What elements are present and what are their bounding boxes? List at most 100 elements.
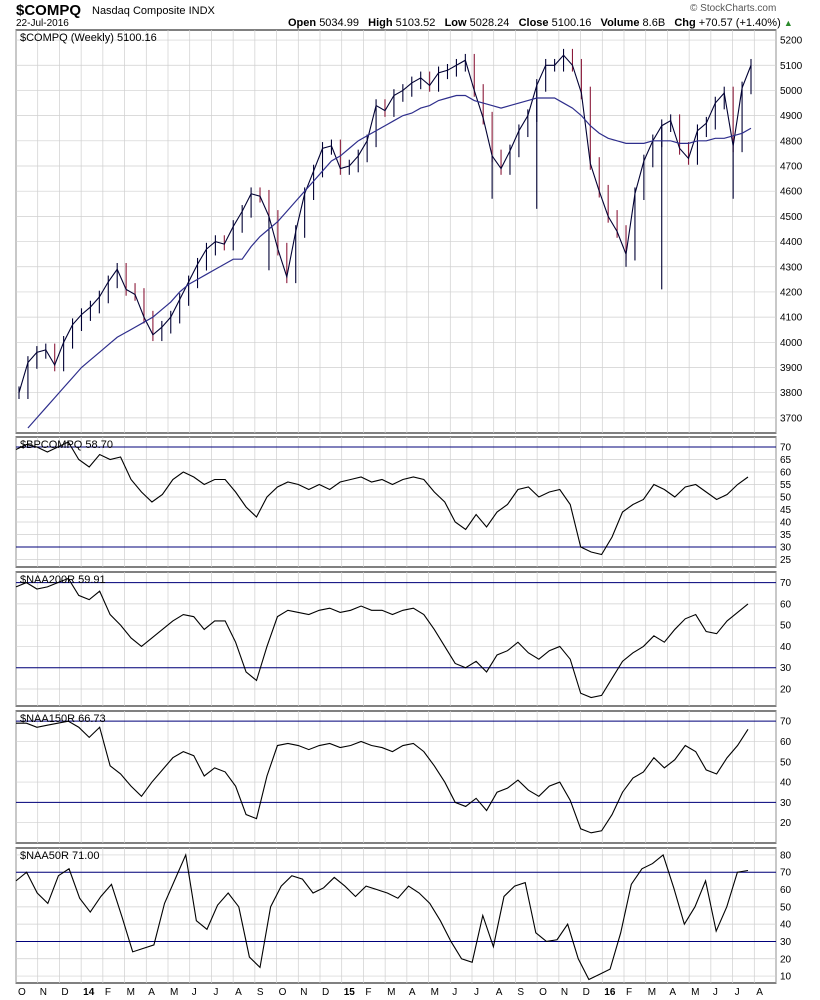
panel-frame bbox=[15, 571, 777, 707]
y-tick-label: 60 bbox=[780, 468, 792, 479]
y-tick-label: 20 bbox=[780, 818, 792, 829]
low-label: Low bbox=[444, 17, 467, 29]
x-tick-label-bottom: S bbox=[257, 987, 264, 998]
close-label: Close bbox=[518, 17, 549, 29]
y-tick-label: 55 bbox=[780, 480, 792, 491]
x-tick-label-bottom: A bbox=[496, 987, 503, 998]
y-tick-label: 50 bbox=[780, 757, 792, 768]
y-tick-label: 4000 bbox=[780, 338, 803, 349]
y-tick-label: 4400 bbox=[780, 237, 803, 248]
y-tick-label: 4500 bbox=[780, 212, 803, 223]
panel-frame bbox=[15, 436, 777, 568]
indicator-line bbox=[15, 441, 749, 556]
y-tick-label: 4600 bbox=[780, 187, 803, 198]
chg-value: +70.57 (+1.40%) bbox=[698, 17, 781, 29]
index-name: Nasdaq Composite INDX bbox=[92, 5, 215, 17]
y-tick-label: 20 bbox=[780, 954, 792, 965]
x-tick-label-bottom: 15 bbox=[344, 987, 356, 998]
close-line bbox=[18, 54, 752, 393]
y-tick-label: 45 bbox=[780, 505, 792, 516]
x-tick-label-bottom: J bbox=[452, 987, 457, 998]
x-tick-label-bottom: J bbox=[213, 987, 218, 998]
x-tick-label-bottom: D bbox=[322, 987, 329, 998]
indicator-line bbox=[15, 852, 749, 981]
y-tick-label: 50 bbox=[780, 902, 792, 913]
y-tick-label: 5100 bbox=[780, 61, 803, 72]
panel-2: 20 30 40 50 60 70 $NAA200R 59.91 bbox=[15, 571, 792, 707]
x-tick-label-bottom: S bbox=[517, 987, 524, 998]
chg-label: Chg bbox=[674, 17, 696, 29]
x-tick-label-bottom: D bbox=[61, 987, 68, 998]
y-tick-label: 4800 bbox=[780, 136, 803, 147]
x-tick-label-bottom: O bbox=[18, 987, 26, 998]
x-tick-label-bottom: A bbox=[756, 987, 763, 998]
panel-4: 10 20 30 40 50 60 70 80 $NAA50R 71.00 bbox=[15, 847, 792, 984]
y-tick-label: 70 bbox=[780, 868, 792, 879]
open-value: 5034.99 bbox=[319, 17, 359, 29]
panel-frame bbox=[15, 847, 777, 984]
panel-frame bbox=[15, 29, 777, 434]
y-tick-label: 10 bbox=[780, 972, 792, 983]
x-tick-label-bottom: D bbox=[583, 987, 590, 998]
y-tick-label: 5000 bbox=[780, 86, 803, 97]
y-tick-label: 60 bbox=[780, 599, 792, 610]
x-tick-label-bottom: M bbox=[127, 987, 135, 998]
x-tick-label-bottom: N bbox=[40, 987, 47, 998]
y-tick-label: 3700 bbox=[780, 413, 803, 424]
x-tick-label-bottom: N bbox=[561, 987, 568, 998]
open-label: Open bbox=[288, 17, 317, 29]
x-tick-label-bottom: A bbox=[148, 987, 155, 998]
y-tick-label: 4100 bbox=[780, 313, 803, 324]
up-arrow-icon: ▲ bbox=[783, 18, 793, 28]
x-tick-label-bottom: 16 bbox=[604, 987, 616, 998]
y-tick-label: 4700 bbox=[780, 162, 803, 173]
y-tick-label: 20 bbox=[780, 684, 792, 695]
y-tick-label: 30 bbox=[780, 937, 792, 948]
y-tick-label: 70 bbox=[780, 443, 792, 454]
close-value: 5100.16 bbox=[551, 17, 592, 29]
y-tick-label: 70 bbox=[780, 717, 792, 728]
x-tick-label-bottom: F bbox=[105, 987, 111, 998]
y-tick-label: 40 bbox=[780, 642, 792, 653]
y-tick-label: 4300 bbox=[780, 262, 803, 273]
y-tick-label: 3800 bbox=[780, 388, 803, 399]
x-tick-label-bottom: M bbox=[170, 987, 178, 998]
y-tick-label: 70 bbox=[780, 578, 792, 589]
x-tick-label-bottom: F bbox=[365, 987, 371, 998]
x-tick-label-bottom: A bbox=[409, 987, 416, 998]
y-tick-label: 35 bbox=[780, 530, 792, 541]
x-tick-label-bottom: J bbox=[713, 987, 718, 998]
quote-date: 22-Jul-2016 bbox=[16, 18, 69, 29]
indicator-line bbox=[16, 720, 749, 834]
panel-title: $NAA200R 59.91 bbox=[20, 574, 106, 586]
x-tick-label-bottom: N bbox=[300, 987, 307, 998]
x-tick-label-bottom: M bbox=[691, 987, 699, 998]
y-tick-label: 30 bbox=[780, 543, 792, 554]
x-tick-label-bottom: O bbox=[279, 987, 287, 998]
y-tick-label: 60 bbox=[780, 737, 792, 748]
moving-average-line bbox=[27, 94, 752, 429]
panel-title: $NAA150R 66.73 bbox=[20, 713, 106, 725]
x-tick-label-bottom: J bbox=[474, 987, 479, 998]
y-tick-label: 4900 bbox=[780, 111, 803, 122]
panel-0: 3700 3800 3900 4000 4100 4200 4300 4400 4500 4600… bbox=[15, 29, 803, 448]
y-tick-label: 40 bbox=[780, 778, 792, 789]
y-tick-label: 40 bbox=[780, 518, 792, 529]
x-tick-label-bottom: 14 bbox=[83, 987, 95, 998]
y-tick-label: 5200 bbox=[780, 36, 803, 47]
panel-3: 20 30 40 50 60 70 $NAA150R 66.73 bbox=[15, 710, 792, 844]
y-tick-label: 40 bbox=[780, 920, 792, 931]
volume-label: Volume bbox=[600, 17, 640, 29]
high-value: 5103.52 bbox=[395, 17, 436, 29]
y-tick-label: 50 bbox=[780, 621, 792, 632]
x-tick-label-bottom: M bbox=[431, 987, 439, 998]
high-label: High bbox=[368, 17, 393, 29]
y-tick-label: 60 bbox=[780, 885, 792, 896]
x-tick-label-bottom: A bbox=[669, 987, 676, 998]
x-tick-label-bottom: J bbox=[192, 987, 197, 998]
x-tick-label-bottom: F bbox=[626, 987, 632, 998]
x-tick-label-bottom: M bbox=[387, 987, 395, 998]
ohlc-readout: Open 5034.99 High 5103.52 Low 5028.24 Cl… bbox=[288, 17, 793, 29]
